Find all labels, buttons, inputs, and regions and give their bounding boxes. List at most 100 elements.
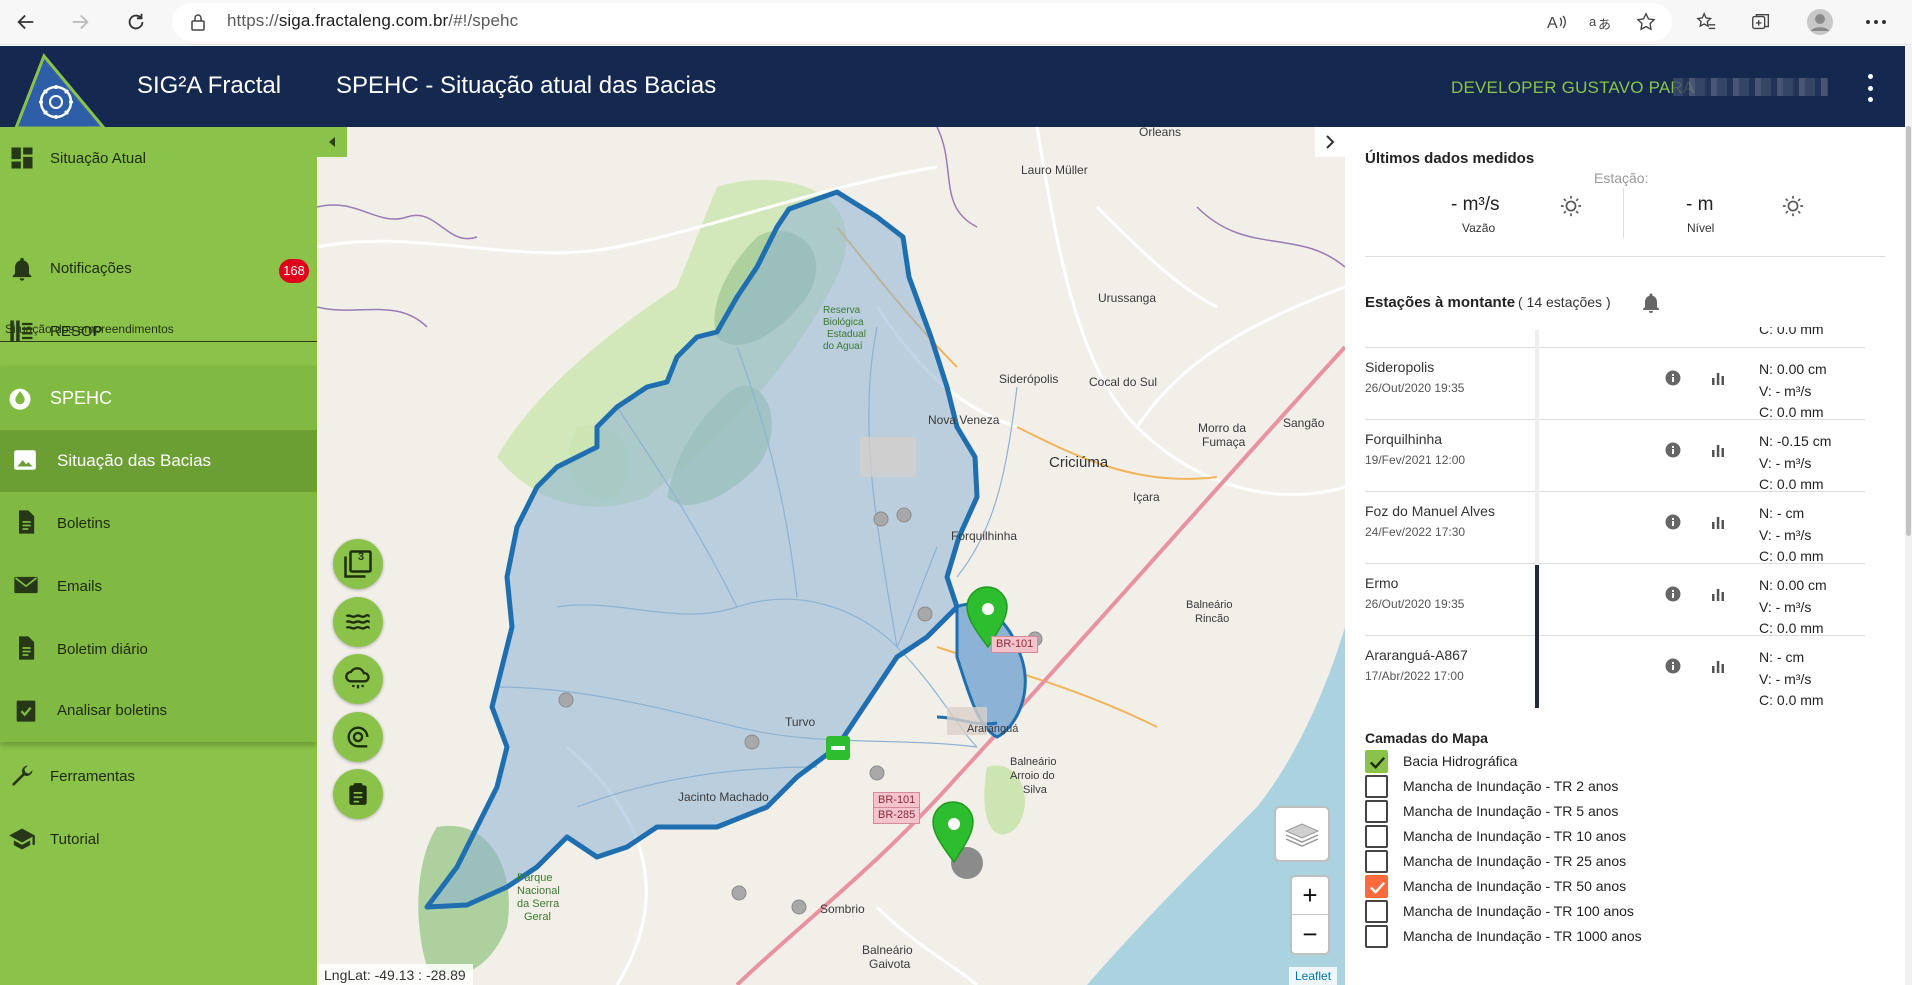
url-path: /#!/spehc xyxy=(448,11,519,30)
bar-chart-icon[interactable] xyxy=(1710,514,1726,530)
gauge-separator xyxy=(1623,188,1624,238)
nivel-value: - m xyxy=(1686,194,1714,215)
station-row[interactable]: Ermo 26/Out/2020 19:35 N: 0.00 cm V: - m³… xyxy=(1365,564,1865,636)
station-rain: C: 0.0 mm xyxy=(1759,404,1824,420)
station-row[interactable]: Foz do Manuel Alves 24/Fev/2022 17:30 N:… xyxy=(1365,492,1865,564)
road-shield-br101-b: BR-101 xyxy=(873,792,921,809)
sidebar-subitem-boletins[interactable]: Boletins xyxy=(0,492,317,552)
map-tool-layers-count-button[interactable]: 3 xyxy=(333,539,383,589)
map-tool-cyclone-button[interactable] xyxy=(333,712,383,762)
url-prefix: https:// xyxy=(227,11,279,30)
browser-toolbar: https://siga.fractaleng.com.br/#!/spehc … xyxy=(0,0,1912,45)
checkbox[interactable] xyxy=(1365,800,1388,823)
layer-toggle[interactable]: Mancha de Inundação - TR 100 anos xyxy=(1365,899,1885,924)
info-icon[interactable] xyxy=(1665,658,1681,674)
sidebar-subitem-analisar-boletins[interactable]: Analisar boletins xyxy=(0,680,317,740)
forward-arrow-icon[interactable] xyxy=(64,6,96,38)
sidebar-item-ferramentas[interactable]: Ferramentas xyxy=(0,746,317,806)
checkbox-checked[interactable] xyxy=(1365,750,1388,773)
sidebar-subitem-situacao-bacias[interactable]: Situação das Bacias xyxy=(0,430,317,492)
lock-icon[interactable] xyxy=(182,6,214,38)
info-icon[interactable] xyxy=(1665,442,1681,458)
sidebar-item-tutorial[interactable]: Tutorial xyxy=(0,809,317,869)
bar-chart-icon[interactable] xyxy=(1710,442,1726,458)
app-logo[interactable] xyxy=(13,52,108,132)
collapse-sidebar-button[interactable] xyxy=(317,127,347,157)
station-marker-ararangua[interactable] xyxy=(932,801,974,864)
page-scrollbar[interactable] xyxy=(1905,46,1912,985)
nivel-label: Nível xyxy=(1687,221,1715,235)
layers-control-button[interactable] xyxy=(1274,806,1330,862)
info-icon[interactable] xyxy=(1665,370,1681,386)
collections-icon[interactable] xyxy=(1745,6,1777,38)
favorite-add-icon[interactable] xyxy=(1630,6,1662,38)
layer-toggle[interactable]: Mancha de Inundação - TR 10 anos xyxy=(1365,824,1885,849)
leaflet-attribution-link[interactable]: Leaflet xyxy=(1289,967,1338,985)
address-url[interactable]: https://siga.fractaleng.com.br/#!/spehc xyxy=(227,11,518,31)
station-row[interactable]: Forquilhinha 19/Fev/2021 12:00 N: -0.15 … xyxy=(1365,420,1865,492)
sidebar-item-resop[interactable]: RESOP xyxy=(0,303,317,363)
refresh-icon[interactable] xyxy=(120,6,152,38)
map-tool-rain-button[interactable] xyxy=(333,654,383,704)
station-row[interactable]: Sideropolis 26/Out/2020 19:35 N: 0.00 cm… xyxy=(1365,348,1865,420)
checkbox[interactable] xyxy=(1365,775,1388,798)
sidebar-item-notificacoes[interactable]: Notificações xyxy=(0,240,317,300)
filter-3-icon xyxy=(344,550,372,578)
url-host: siga.fractaleng.com.br xyxy=(278,11,449,30)
zoom-in-button[interactable]: + xyxy=(1292,877,1328,915)
map-view[interactable]: Orleans Lauro Müller Urussanga Reserva B… xyxy=(317,127,1345,985)
checkbox[interactable] xyxy=(1365,925,1388,948)
bar-chart-icon[interactable] xyxy=(1710,370,1726,386)
map-label: Parque xyxy=(517,872,553,884)
sidebar-item-spehc[interactable]: SPEHC xyxy=(0,366,317,430)
checkbox[interactable] xyxy=(1365,850,1388,873)
station-row[interactable]: Araranguá-A867 17/Abr/2022 17:00 N: - cm… xyxy=(1365,636,1865,705)
user-name[interactable]: DEVELOPER GUSTAVO PARA xyxy=(1451,78,1695,97)
sidebar-subitem-boletim-diario[interactable]: Boletim diário xyxy=(0,618,317,678)
sidebar-item-situacao-atual[interactable]: Situação Atual xyxy=(0,127,317,187)
stations-list-scrollbar[interactable] xyxy=(1535,330,1539,708)
page-scroll-thumb[interactable] xyxy=(1906,126,1911,536)
browser-menu-icon[interactable] xyxy=(1860,6,1892,38)
collapse-panel-button[interactable] xyxy=(1315,127,1345,157)
layer-toggle[interactable]: Bacia Hidrográfica xyxy=(1365,749,1885,774)
profile-avatar-icon[interactable] xyxy=(1804,6,1836,38)
station-name: Araranguá-A867 xyxy=(1365,647,1468,663)
basin-boundary[interactable] xyxy=(424,189,980,910)
checkbox-checked[interactable] xyxy=(1365,875,1388,898)
bar-chart-icon[interactable] xyxy=(1710,658,1726,674)
urban-area-criciuma xyxy=(860,437,916,477)
favorites-icon[interactable] xyxy=(1690,6,1722,38)
map-canvas[interactable] xyxy=(317,127,1345,985)
green-area xyxy=(984,765,1026,835)
station-marker-forquilhinha[interactable] xyxy=(966,586,1008,649)
read-aloud-icon[interactable]: A xyxy=(1541,6,1573,38)
map-label: Orleans xyxy=(1139,127,1182,139)
layer-toggle[interactable]: Mancha de Inundação - TR 25 anos xyxy=(1365,849,1885,874)
back-arrow-icon[interactable] xyxy=(10,6,42,38)
sidebar-subitem-emails[interactable]: Emails xyxy=(0,555,317,615)
upstream-stations-list[interactable]: C: 0.0 mm Sideropolis 26/Out/2020 19:35 … xyxy=(1365,327,1870,705)
station-rain: C: 0.0 mm xyxy=(1759,620,1824,636)
map-tool-report-button[interactable] xyxy=(333,769,383,819)
station-values: N: - cm V: - m³/s C: 0.0 mm xyxy=(1759,647,1824,705)
layer-toggle[interactable]: Mancha de Inundação - TR 50 anos xyxy=(1365,874,1885,899)
more-vert-icon[interactable] xyxy=(1860,74,1880,102)
info-icon[interactable] xyxy=(1665,514,1681,530)
bell-icon[interactable] xyxy=(1639,291,1663,315)
stations-list-scroll-thumb[interactable] xyxy=(1535,565,1539,708)
info-icon[interactable] xyxy=(1665,586,1681,602)
map-tool-water-button[interactable] xyxy=(333,597,383,647)
spehc-section: SPEHC Situação das Bacias Boletins Email… xyxy=(0,366,317,742)
checkbox[interactable] xyxy=(1365,900,1388,923)
address-bar[interactable] xyxy=(172,3,1672,41)
map-label: Arroio do xyxy=(1010,770,1055,782)
zoom-out-button[interactable]: − xyxy=(1302,918,1318,949)
layer-toggle[interactable]: Mancha de Inundação - TR 2 anos xyxy=(1365,774,1885,799)
layer-toggle[interactable]: Mancha de Inundação - TR 1000 anos xyxy=(1365,924,1885,949)
layer-toggle[interactable]: Mancha de Inundação - TR 5 anos xyxy=(1365,799,1885,824)
station-minus-marker[interactable] xyxy=(826,736,850,760)
bar-chart-icon[interactable] xyxy=(1710,586,1726,602)
checkbox[interactable] xyxy=(1365,825,1388,848)
